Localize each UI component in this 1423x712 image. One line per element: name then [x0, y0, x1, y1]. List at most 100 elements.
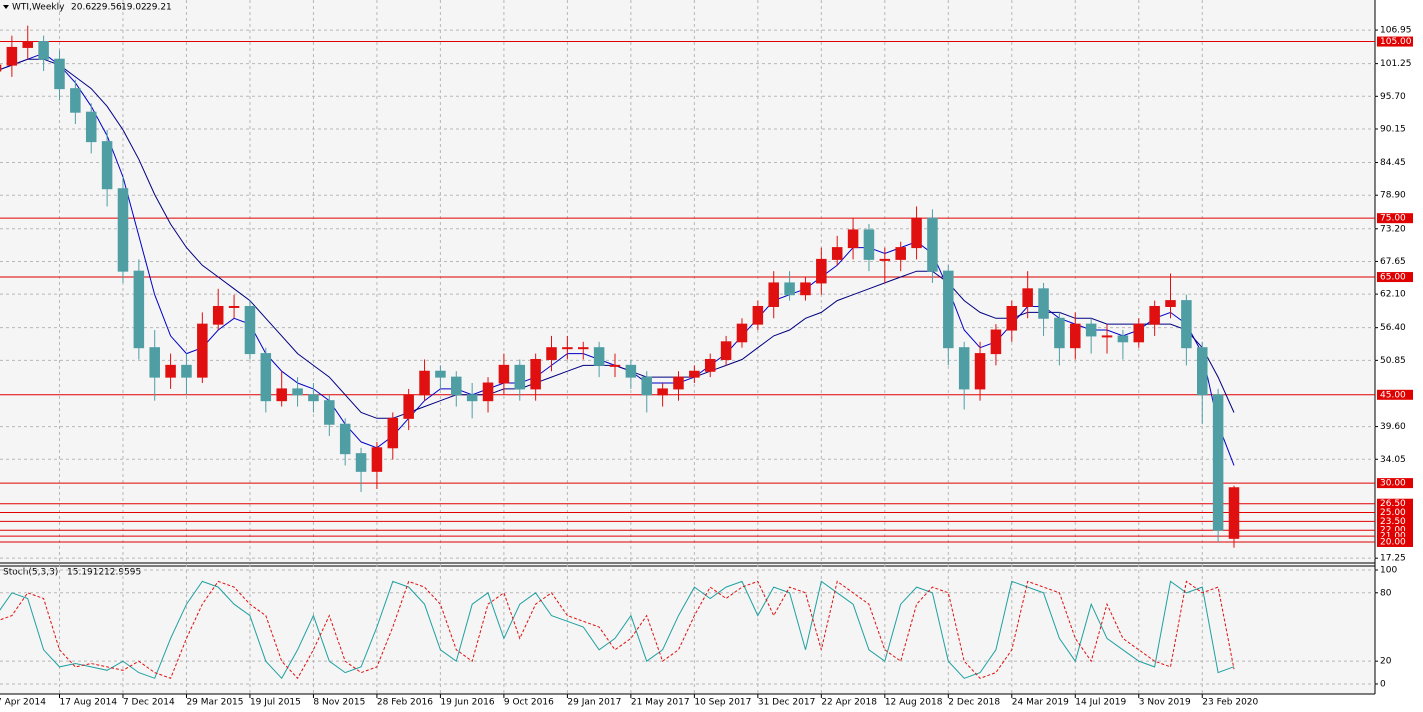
y-tick-label: 84.45: [1380, 158, 1406, 168]
y-tick-label: 90.15: [1380, 124, 1406, 134]
candle-body: [1196, 347, 1208, 396]
level-label-bg: [1377, 478, 1413, 489]
candle-body: [403, 394, 414, 419]
y-tick-label: 67.65: [1380, 257, 1406, 267]
indicator-title: Stoch(5,3,3): [3, 568, 58, 578]
candle-body: [673, 376, 684, 390]
candle-body: [1070, 323, 1081, 349]
level-label-bg: [1377, 389, 1413, 400]
x-tick-label: 28 Feb 2016: [377, 698, 433, 708]
x-tick-label: 2 Dec 2018: [948, 698, 1000, 708]
candle-body: [419, 370, 430, 396]
chart-title: WTI,Weekly: [12, 3, 65, 13]
x-tick-label: 24 Mar 2019: [1012, 698, 1069, 708]
x-tick-label: 7 Dec 2014: [123, 698, 175, 708]
candle-body: [1038, 288, 1049, 319]
candle-body: [1149, 305, 1160, 325]
y-tick-label: 106.95: [1380, 26, 1412, 36]
candle-body: [260, 353, 272, 402]
candle-body: [577, 347, 589, 350]
level-label: 105.00: [1380, 37, 1412, 47]
level-label-bg: [1377, 213, 1413, 224]
candle-body: [498, 364, 510, 384]
candle-body: [0, 64, 2, 72]
header-low: 19.02: [121, 3, 147, 13]
menu-arrow[interactable]: [3, 5, 9, 9]
level-label: 65.00: [1380, 273, 1406, 283]
candle-body: [212, 305, 224, 325]
candle-body: [371, 447, 383, 472]
level-label-bg: [1377, 36, 1413, 47]
y-tick-label: 78.90: [1380, 191, 1406, 201]
y-tick-label: 17.25: [1380, 554, 1406, 564]
y-tick-label: 62.10: [1380, 290, 1406, 300]
candle-body: [720, 341, 732, 360]
level-label-bg: [1377, 531, 1413, 542]
x-tick-label: 14 Jul 2019: [1075, 698, 1126, 708]
level-label: 45.00: [1380, 390, 1406, 400]
candle-body: [1085, 323, 1097, 337]
candle-body: [387, 417, 399, 449]
candle-body: [990, 329, 1002, 355]
x-tick-label: 10 Sep 2017: [694, 698, 751, 708]
y-tick-label: 101.25: [1380, 59, 1412, 69]
candle-body: [974, 353, 986, 390]
y-tick-label: 73.20: [1380, 224, 1406, 234]
candle-body: [133, 270, 145, 349]
candle-body: [752, 305, 764, 325]
candle-body: [879, 258, 891, 261]
y-tick-label: 50.85: [1380, 356, 1406, 366]
x-tick-label: 8 Nov 2015: [313, 698, 365, 708]
header-open: 20.62: [71, 3, 97, 13]
candle-body: [689, 370, 700, 378]
candle-body: [1181, 300, 1192, 349]
candle-body: [292, 388, 303, 396]
level-label: 30.00: [1380, 479, 1406, 489]
candle-body: [22, 41, 34, 48]
level-label: 26.50: [1380, 499, 1406, 509]
candle-body: [228, 305, 240, 308]
candle-body: [1133, 323, 1145, 343]
x-tick-label: 29 Mar 2015: [186, 698, 243, 708]
candle-body: [1022, 288, 1033, 307]
x-tick-label: 23 Feb 2020: [1202, 698, 1258, 708]
candle-body: [165, 364, 176, 378]
candle-body: [1165, 300, 1176, 307]
y-tick-label: 56.40: [1380, 323, 1406, 333]
level-label-bg: [1377, 536, 1413, 547]
candle-body: [117, 188, 129, 272]
candle-body: [546, 347, 557, 360]
candle-body: [466, 394, 478, 402]
candle-body: [800, 282, 811, 296]
level-label: 75.00: [1380, 214, 1406, 224]
y-tick-label: 34.05: [1380, 455, 1406, 465]
candle-body: [451, 376, 462, 396]
candle-body: [244, 305, 256, 355]
level-label-bg: [1377, 272, 1413, 283]
x-tick-label: 22 Apr 2018: [821, 698, 877, 708]
candle-body: [101, 141, 113, 190]
candle-body: [863, 229, 875, 260]
y-tick-label: 39.60: [1380, 422, 1406, 432]
indicator-line: [0, 580, 1235, 680]
candle-body: [1101, 335, 1113, 338]
level-label-bg: [1377, 507, 1413, 518]
candle-body: [530, 358, 541, 390]
y-tick-label: 80: [1380, 588, 1392, 598]
candle-body: [355, 453, 367, 472]
candle-body: [1212, 394, 1224, 531]
candle-body: [562, 347, 573, 350]
candle-body: [1117, 335, 1129, 343]
candle-body: [1228, 487, 1240, 539]
x-tick-label: 31 Dec 2017: [758, 698, 816, 708]
candle-body: [958, 347, 970, 390]
x-tick-label: 29 Jan 2017: [567, 698, 621, 708]
candle-body: [911, 217, 922, 249]
level-label-bg: [1377, 498, 1413, 509]
header-close: 29.21: [146, 3, 172, 13]
level-label: 21.00: [1380, 532, 1406, 542]
candle-body: [816, 258, 827, 284]
header-high: 29.56: [96, 3, 122, 13]
level-label: 20.00: [1380, 537, 1406, 547]
